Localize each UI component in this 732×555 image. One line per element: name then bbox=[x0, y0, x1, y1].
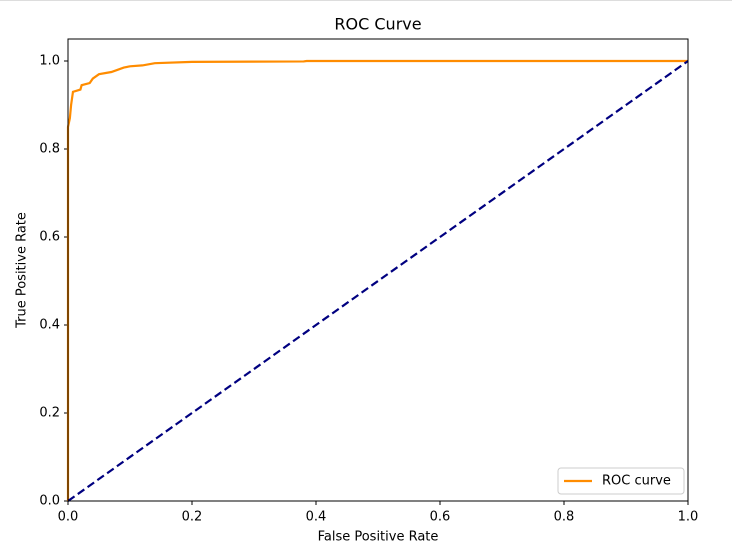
axes-frame bbox=[67, 38, 689, 502]
x-tick-label: 0.8 bbox=[554, 510, 575, 525]
y-tick-label: 0.0 bbox=[39, 494, 60, 509]
series-line bbox=[67, 60, 689, 502]
x-axis-label: False Positive Rate bbox=[318, 530, 439, 545]
legend-label: ROC curve bbox=[602, 474, 671, 489]
y-tick-label: 0.8 bbox=[39, 142, 60, 157]
y-tick-label: 0.6 bbox=[39, 230, 60, 245]
x-tick-label: 0.4 bbox=[306, 510, 327, 525]
chart-title: ROC Curve bbox=[334, 15, 421, 34]
x-tick-label: 0.2 bbox=[182, 510, 203, 525]
y-tick-label: 0.2 bbox=[39, 406, 60, 421]
legend-box bbox=[557, 467, 685, 495]
x-tick-label: 0.0 bbox=[58, 510, 79, 525]
series-line bbox=[66, 59, 688, 501]
x-tick-label: 1.0 bbox=[678, 510, 699, 525]
x-tick-label: 0.6 bbox=[430, 510, 451, 525]
y-axis-label: True Positive Rate bbox=[15, 212, 30, 329]
y-tick-label: 0.4 bbox=[39, 318, 60, 333]
y-tick-label: 1.0 bbox=[39, 54, 60, 69]
